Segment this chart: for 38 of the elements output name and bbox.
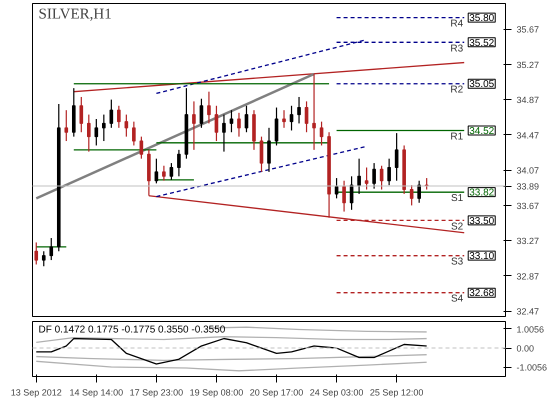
data-label: 33.82 bbox=[469, 188, 495, 199]
y-tick-label: 1.0056 bbox=[516, 324, 544, 334]
x-tick-label: 20 Sep 17:00 bbox=[250, 388, 304, 398]
data-label: 35.05 bbox=[469, 79, 495, 90]
series-label: R4 bbox=[450, 18, 464, 30]
y-tick-label: 0.00 bbox=[516, 344, 534, 354]
x-tick-label: 14 Sep 14:00 bbox=[70, 388, 124, 398]
series-label: S1 bbox=[450, 193, 464, 204]
x-tick-label: 24 Sep 03:00 bbox=[310, 388, 364, 398]
data-label: 35.80 bbox=[469, 13, 495, 24]
y-tick-label: -1.0056 bbox=[516, 362, 548, 373]
y-tick-label: 34.87 bbox=[516, 95, 540, 106]
data-label: 33.10 bbox=[469, 251, 495, 262]
x-tick-label: 17 Sep 23:00 bbox=[130, 388, 184, 398]
series-label: S2 bbox=[450, 221, 464, 232]
y-tick-label: 34.07 bbox=[516, 166, 540, 176]
y-tick-label: 33.27 bbox=[516, 236, 540, 246]
series-label: S3 bbox=[450, 256, 464, 268]
data-label: 34.52 bbox=[469, 126, 495, 137]
ref-line-label: 33.89 bbox=[516, 182, 540, 192]
y-tick-label: 33.67 bbox=[516, 200, 540, 211]
data-label: 35.52 bbox=[469, 38, 495, 49]
x-tick-label: 19 Sep 08:00 bbox=[190, 388, 244, 398]
y-tick-label: 34.47 bbox=[516, 130, 540, 140]
y-tick-label: 35.27 bbox=[516, 60, 540, 70]
chart-title: DF 0.1472 0.1775 -0.1775 0.3550 -0.3550 bbox=[38, 324, 226, 336]
y-tick-label: 35.67 bbox=[516, 24, 540, 35]
series-label: R3 bbox=[450, 43, 464, 54]
x-tick-label: 25 Sep 12:00 bbox=[370, 388, 424, 398]
series-label: R1 bbox=[450, 131, 464, 142]
data-label: 32.68 bbox=[469, 288, 495, 300]
y-tick-label: 32.47 bbox=[516, 306, 540, 317]
series-label: R2 bbox=[450, 84, 464, 96]
series-label: S4 bbox=[450, 294, 464, 305]
y-tick-label: 32.87 bbox=[516, 271, 540, 282]
chart-title: SILVER,H1 bbox=[38, 6, 112, 22]
x-tick-label: 13 Sep 2012 bbox=[10, 388, 62, 398]
data-label: 33.50 bbox=[469, 216, 495, 227]
